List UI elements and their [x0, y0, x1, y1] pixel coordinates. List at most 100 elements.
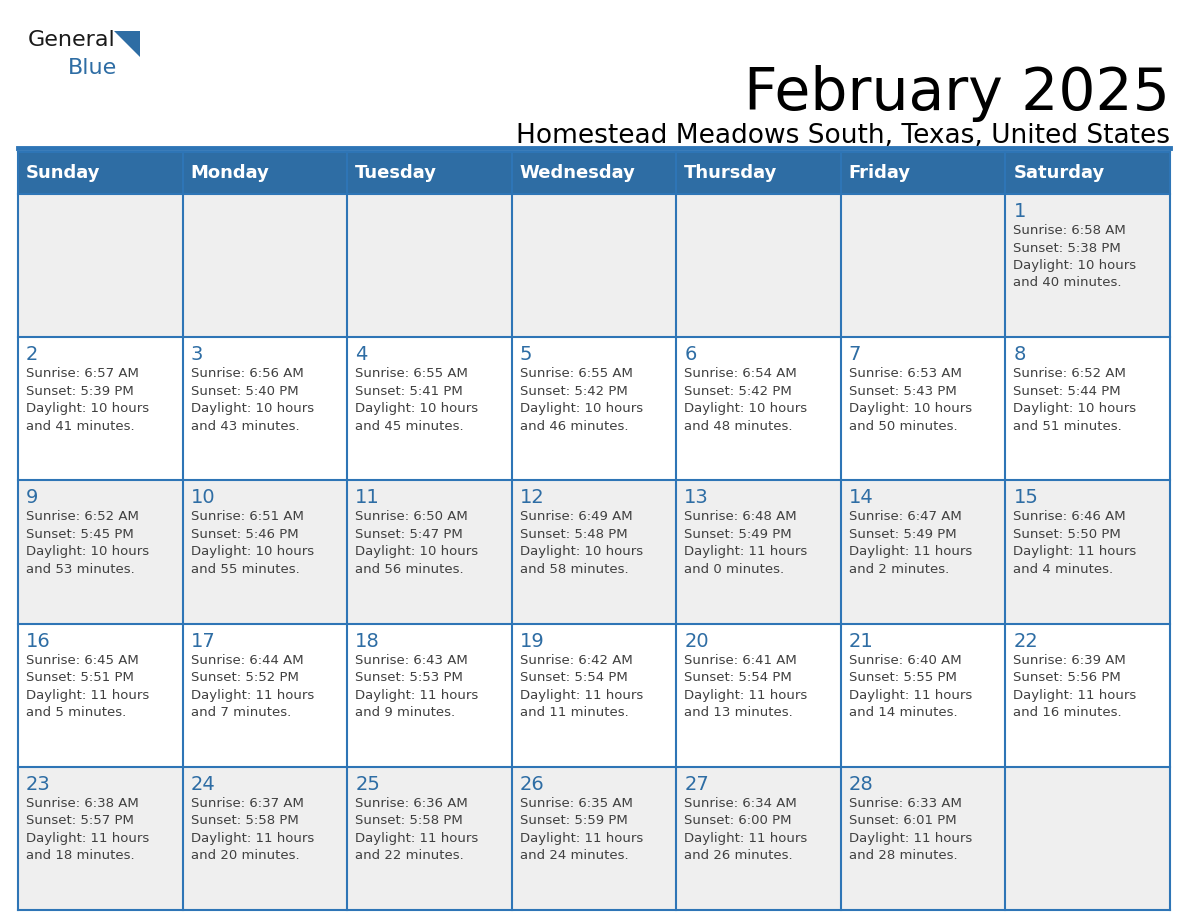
- Text: 12: 12: [519, 488, 544, 508]
- Text: Sunrise: 6:40 AM
Sunset: 5:55 PM
Daylight: 11 hours
and 14 minutes.: Sunrise: 6:40 AM Sunset: 5:55 PM Dayligh…: [849, 654, 972, 719]
- Text: 13: 13: [684, 488, 709, 508]
- Bar: [347, 767, 512, 910]
- Text: Sunrise: 6:55 AM
Sunset: 5:42 PM
Daylight: 10 hours
and 46 minutes.: Sunrise: 6:55 AM Sunset: 5:42 PM Dayligh…: [519, 367, 643, 432]
- Bar: [1005, 337, 1170, 480]
- Text: 7: 7: [849, 345, 861, 364]
- Bar: [183, 623, 347, 767]
- Text: Sunrise: 6:35 AM
Sunset: 5:59 PM
Daylight: 11 hours
and 24 minutes.: Sunrise: 6:35 AM Sunset: 5:59 PM Dayligh…: [519, 797, 643, 862]
- Text: Sunrise: 6:54 AM
Sunset: 5:42 PM
Daylight: 10 hours
and 48 minutes.: Sunrise: 6:54 AM Sunset: 5:42 PM Dayligh…: [684, 367, 808, 432]
- Bar: [676, 194, 841, 337]
- Text: 18: 18: [355, 632, 380, 651]
- Bar: [512, 623, 676, 767]
- Text: 23: 23: [26, 775, 51, 794]
- Text: 10: 10: [190, 488, 215, 508]
- Bar: [841, 623, 1005, 767]
- Bar: [512, 194, 676, 337]
- Bar: [1005, 480, 1170, 623]
- Text: Sunrise: 6:47 AM
Sunset: 5:49 PM
Daylight: 11 hours
and 2 minutes.: Sunrise: 6:47 AM Sunset: 5:49 PM Dayligh…: [849, 510, 972, 576]
- Text: Sunrise: 6:52 AM
Sunset: 5:44 PM
Daylight: 10 hours
and 51 minutes.: Sunrise: 6:52 AM Sunset: 5:44 PM Dayligh…: [1013, 367, 1137, 432]
- Text: 22: 22: [1013, 632, 1038, 651]
- Text: Sunrise: 6:42 AM
Sunset: 5:54 PM
Daylight: 11 hours
and 11 minutes.: Sunrise: 6:42 AM Sunset: 5:54 PM Dayligh…: [519, 654, 643, 719]
- Text: Sunrise: 6:36 AM
Sunset: 5:58 PM
Daylight: 11 hours
and 22 minutes.: Sunrise: 6:36 AM Sunset: 5:58 PM Dayligh…: [355, 797, 479, 862]
- Text: 16: 16: [26, 632, 51, 651]
- Bar: [676, 767, 841, 910]
- Text: 27: 27: [684, 775, 709, 794]
- Text: 8: 8: [1013, 345, 1025, 364]
- Text: Sunrise: 6:45 AM
Sunset: 5:51 PM
Daylight: 11 hours
and 5 minutes.: Sunrise: 6:45 AM Sunset: 5:51 PM Dayligh…: [26, 654, 150, 719]
- Text: February 2025: February 2025: [744, 65, 1170, 122]
- Bar: [347, 337, 512, 480]
- Text: 9: 9: [26, 488, 38, 508]
- Text: 4: 4: [355, 345, 367, 364]
- Bar: [347, 194, 512, 337]
- Text: 6: 6: [684, 345, 696, 364]
- Bar: [18, 194, 183, 337]
- Bar: [18, 767, 183, 910]
- Text: General: General: [29, 30, 115, 50]
- Bar: [1005, 194, 1170, 337]
- Bar: [676, 480, 841, 623]
- Text: Wednesday: Wednesday: [519, 164, 636, 182]
- Bar: [512, 767, 676, 910]
- Text: Sunrise: 6:58 AM
Sunset: 5:38 PM
Daylight: 10 hours
and 40 minutes.: Sunrise: 6:58 AM Sunset: 5:38 PM Dayligh…: [1013, 224, 1137, 289]
- Text: Sunrise: 6:33 AM
Sunset: 6:01 PM
Daylight: 11 hours
and 28 minutes.: Sunrise: 6:33 AM Sunset: 6:01 PM Dayligh…: [849, 797, 972, 862]
- Text: Sunrise: 6:34 AM
Sunset: 6:00 PM
Daylight: 11 hours
and 26 minutes.: Sunrise: 6:34 AM Sunset: 6:00 PM Dayligh…: [684, 797, 808, 862]
- Bar: [841, 767, 1005, 910]
- Bar: [841, 337, 1005, 480]
- Bar: [183, 194, 347, 337]
- Bar: [347, 480, 512, 623]
- Text: Sunrise: 6:41 AM
Sunset: 5:54 PM
Daylight: 11 hours
and 13 minutes.: Sunrise: 6:41 AM Sunset: 5:54 PM Dayligh…: [684, 654, 808, 719]
- Text: Sunrise: 6:50 AM
Sunset: 5:47 PM
Daylight: 10 hours
and 56 minutes.: Sunrise: 6:50 AM Sunset: 5:47 PM Dayligh…: [355, 510, 479, 576]
- Text: Sunrise: 6:56 AM
Sunset: 5:40 PM
Daylight: 10 hours
and 43 minutes.: Sunrise: 6:56 AM Sunset: 5:40 PM Dayligh…: [190, 367, 314, 432]
- Text: Sunrise: 6:38 AM
Sunset: 5:57 PM
Daylight: 11 hours
and 18 minutes.: Sunrise: 6:38 AM Sunset: 5:57 PM Dayligh…: [26, 797, 150, 862]
- Text: 1: 1: [1013, 202, 1025, 221]
- Text: Sunrise: 6:55 AM
Sunset: 5:41 PM
Daylight: 10 hours
and 45 minutes.: Sunrise: 6:55 AM Sunset: 5:41 PM Dayligh…: [355, 367, 479, 432]
- Bar: [1005, 623, 1170, 767]
- Text: 24: 24: [190, 775, 215, 794]
- Text: Sunrise: 6:57 AM
Sunset: 5:39 PM
Daylight: 10 hours
and 41 minutes.: Sunrise: 6:57 AM Sunset: 5:39 PM Dayligh…: [26, 367, 150, 432]
- Text: 2: 2: [26, 345, 38, 364]
- Text: Homestead Meadows South, Texas, United States: Homestead Meadows South, Texas, United S…: [516, 123, 1170, 149]
- Text: 15: 15: [1013, 488, 1038, 508]
- Text: 20: 20: [684, 632, 709, 651]
- Text: 25: 25: [355, 775, 380, 794]
- Text: Thursday: Thursday: [684, 164, 778, 182]
- Text: 17: 17: [190, 632, 215, 651]
- Bar: [347, 623, 512, 767]
- Text: 21: 21: [849, 632, 873, 651]
- Text: Friday: Friday: [849, 164, 911, 182]
- Text: Sunrise: 6:52 AM
Sunset: 5:45 PM
Daylight: 10 hours
and 53 minutes.: Sunrise: 6:52 AM Sunset: 5:45 PM Dayligh…: [26, 510, 150, 576]
- Bar: [841, 480, 1005, 623]
- Text: Tuesday: Tuesday: [355, 164, 437, 182]
- Bar: [512, 480, 676, 623]
- Text: 26: 26: [519, 775, 544, 794]
- Text: 11: 11: [355, 488, 380, 508]
- Text: 5: 5: [519, 345, 532, 364]
- Bar: [18, 623, 183, 767]
- Text: Sunrise: 6:53 AM
Sunset: 5:43 PM
Daylight: 10 hours
and 50 minutes.: Sunrise: 6:53 AM Sunset: 5:43 PM Dayligh…: [849, 367, 972, 432]
- Text: 3: 3: [190, 345, 203, 364]
- Text: 14: 14: [849, 488, 873, 508]
- Text: Sunrise: 6:49 AM
Sunset: 5:48 PM
Daylight: 10 hours
and 58 minutes.: Sunrise: 6:49 AM Sunset: 5:48 PM Dayligh…: [519, 510, 643, 576]
- Bar: [512, 337, 676, 480]
- Bar: [183, 480, 347, 623]
- Text: Sunrise: 6:39 AM
Sunset: 5:56 PM
Daylight: 11 hours
and 16 minutes.: Sunrise: 6:39 AM Sunset: 5:56 PM Dayligh…: [1013, 654, 1137, 719]
- Text: Sunrise: 6:43 AM
Sunset: 5:53 PM
Daylight: 11 hours
and 9 minutes.: Sunrise: 6:43 AM Sunset: 5:53 PM Dayligh…: [355, 654, 479, 719]
- Bar: [183, 767, 347, 910]
- Bar: [18, 337, 183, 480]
- Text: Sunday: Sunday: [26, 164, 101, 182]
- Bar: [676, 623, 841, 767]
- Text: Sunrise: 6:37 AM
Sunset: 5:58 PM
Daylight: 11 hours
and 20 minutes.: Sunrise: 6:37 AM Sunset: 5:58 PM Dayligh…: [190, 797, 314, 862]
- Bar: [1005, 767, 1170, 910]
- Bar: [18, 152, 1170, 194]
- Text: 19: 19: [519, 632, 544, 651]
- Text: Sunrise: 6:46 AM
Sunset: 5:50 PM
Daylight: 11 hours
and 4 minutes.: Sunrise: 6:46 AM Sunset: 5:50 PM Dayligh…: [1013, 510, 1137, 576]
- Text: Sunrise: 6:48 AM
Sunset: 5:49 PM
Daylight: 11 hours
and 0 minutes.: Sunrise: 6:48 AM Sunset: 5:49 PM Dayligh…: [684, 510, 808, 576]
- Text: Monday: Monday: [190, 164, 270, 182]
- Bar: [676, 337, 841, 480]
- Text: Blue: Blue: [68, 58, 118, 78]
- Text: 28: 28: [849, 775, 873, 794]
- Bar: [18, 480, 183, 623]
- Text: Sunrise: 6:51 AM
Sunset: 5:46 PM
Daylight: 10 hours
and 55 minutes.: Sunrise: 6:51 AM Sunset: 5:46 PM Dayligh…: [190, 510, 314, 576]
- Bar: [841, 194, 1005, 337]
